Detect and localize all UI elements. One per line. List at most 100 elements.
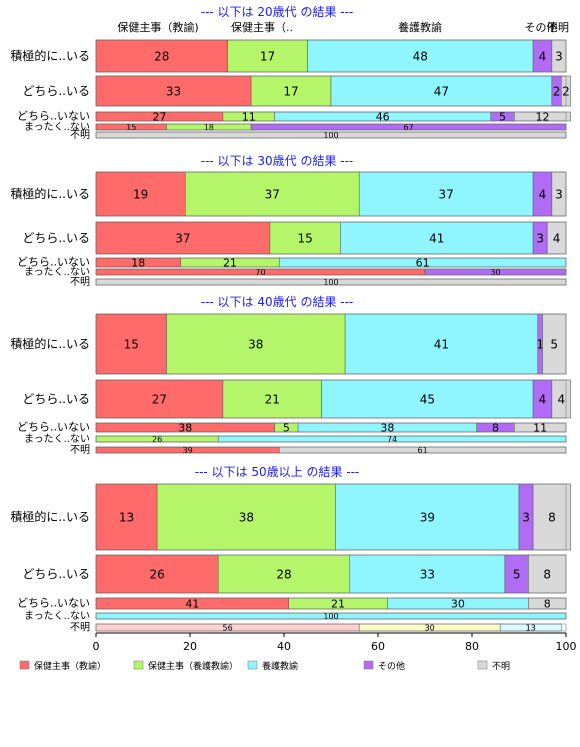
row-label: どちら..いない: [17, 597, 90, 610]
data-label: 33: [420, 567, 435, 581]
data-label: 41: [434, 337, 449, 351]
bar-outline: [95, 612, 567, 620]
bar-outline: [95, 313, 567, 375]
data-label: 38: [178, 421, 192, 434]
legend-label: 不明: [492, 661, 510, 672]
data-label: 37: [265, 187, 280, 201]
panel-title-0: --- 以下は 20歳代 の結果 ---: [201, 5, 354, 19]
legend-swatch: [477, 660, 488, 670]
bar-outline: [95, 623, 567, 632]
row-label: 不明: [70, 444, 90, 456]
row-label: まったく..ない: [24, 610, 90, 622]
data-label: 28: [276, 567, 291, 581]
data-label: 1: [536, 337, 544, 351]
legend-swatch: [363, 660, 374, 670]
bar-outline: [95, 257, 567, 268]
row-label: まったく..ない: [24, 433, 90, 445]
bar-segment: [532, 483, 571, 551]
data-label: 61: [416, 256, 430, 269]
column-header-1: 保健主事（..: [231, 20, 293, 34]
panel-title-3: --- 以下は 50歳以上 の結果 ---: [195, 465, 360, 479]
x-tick-label: 100: [556, 640, 577, 653]
data-label: 8: [492, 421, 499, 434]
row-label: どちら..いる: [22, 392, 90, 406]
data-label: 41: [185, 597, 199, 610]
bar-outline: [95, 221, 567, 255]
bar-outline: [95, 554, 567, 594]
x-tick-label: 0: [93, 640, 100, 653]
bar-outline: [95, 379, 567, 419]
data-label: 11: [242, 110, 256, 123]
row-label: どちら..いる: [22, 231, 90, 245]
data-label: 27: [152, 110, 166, 123]
data-label: 30: [490, 268, 500, 277]
data-label: 38: [380, 421, 394, 434]
data-label: 56: [223, 623, 233, 632]
data-label: 30: [451, 597, 465, 610]
data-label: 38: [239, 510, 254, 524]
bar-segment: [330, 75, 553, 107]
data-label: 12: [536, 110, 550, 123]
bar-outline: [95, 39, 567, 73]
bar-segment: [217, 554, 351, 594]
data-label: 37: [175, 231, 190, 245]
bar-outline: [95, 123, 567, 131]
bar-segment: [156, 483, 336, 551]
data-label: 39: [183, 446, 193, 455]
row-label: まったく..ない: [24, 121, 90, 133]
data-label: 5: [499, 110, 506, 123]
x-tick-label: 60: [371, 640, 385, 653]
data-label: 100: [323, 278, 338, 287]
row-label: 不明: [70, 276, 90, 288]
legend-swatch: [247, 660, 258, 670]
data-label: 2: [553, 84, 561, 98]
column-header-2: 養護教諭: [398, 20, 442, 34]
data-label: 18: [204, 123, 214, 132]
data-label: 3: [536, 231, 544, 245]
data-label: 5: [513, 567, 521, 581]
data-label: 21: [223, 256, 237, 269]
data-label: 4: [557, 392, 565, 406]
row-label: まったく..ない: [24, 266, 90, 278]
data-label: 3: [555, 49, 563, 63]
bar-segment: [95, 554, 219, 594]
data-label: 13: [526, 623, 536, 632]
data-label: 4: [539, 49, 547, 63]
data-label: 37: [439, 187, 454, 201]
bar-segment: [335, 483, 520, 551]
column-header-0: 保健主事（教諭): [117, 20, 198, 34]
row-label: どちら..いる: [22, 567, 90, 581]
data-label: 100: [323, 612, 338, 621]
column-header-4: 不明: [547, 21, 569, 34]
row-label: 不明: [70, 129, 90, 141]
bar-outline: [95, 435, 567, 443]
data-label: 8: [543, 567, 551, 581]
legend-label: 養護教諭: [262, 660, 298, 672]
data-label: 38: [248, 337, 263, 351]
data-label: 74: [387, 435, 397, 444]
bar-outline: [95, 75, 567, 107]
data-label: 28: [154, 49, 169, 63]
data-label: 33: [166, 84, 181, 98]
bar-outline: [95, 131, 567, 139]
bar-outline: [95, 597, 567, 610]
data-label: 41: [429, 231, 444, 245]
data-label: 30: [425, 623, 435, 632]
data-label: 26: [149, 567, 164, 581]
row-label: 積極的に..いる: [10, 186, 90, 201]
data-label: 13: [119, 510, 134, 524]
bar-segment: [321, 379, 534, 419]
x-tick-label: 20: [183, 640, 197, 653]
legend-swatch: [133, 660, 144, 670]
data-label: 15: [298, 231, 313, 245]
data-label: 17: [260, 49, 275, 63]
data-label: 5: [550, 337, 558, 351]
data-label: 15: [126, 123, 136, 132]
data-label: 100: [323, 131, 338, 140]
data-label: 19: [133, 187, 148, 201]
data-label: 3: [555, 187, 563, 201]
bar-outline: [95, 278, 567, 286]
bar-outline: [95, 111, 567, 122]
data-label: 4: [539, 187, 547, 201]
